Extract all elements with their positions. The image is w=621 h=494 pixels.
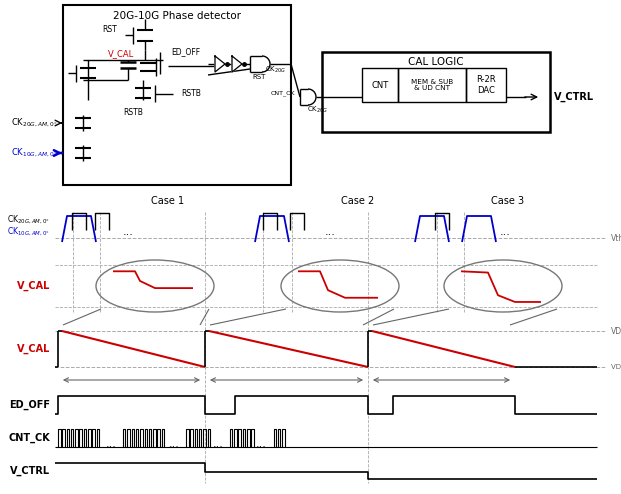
Text: V_CAL: V_CAL — [17, 344, 50, 354]
Text: CK$_{20G,AM,0°}$: CK$_{20G,AM,0°}$ — [7, 214, 50, 226]
Bar — [398, 68, 466, 102]
Bar — [466, 68, 506, 102]
Text: ...: ... — [212, 439, 223, 449]
Text: Vthn: Vthn — [611, 234, 621, 243]
Text: ...: ... — [122, 227, 134, 237]
Polygon shape — [232, 56, 242, 72]
Text: ...: ... — [499, 227, 510, 237]
Text: CK$_{20G}$: CK$_{20G}$ — [307, 105, 329, 115]
Text: VDD - Vthp: VDD - Vthp — [611, 364, 621, 370]
Bar — [362, 68, 398, 102]
Text: CK$_{20G}$: CK$_{20G}$ — [265, 65, 287, 75]
Polygon shape — [215, 56, 225, 72]
Text: R-2R
DAC: R-2R DAC — [476, 75, 496, 95]
Text: RSTB: RSTB — [181, 89, 201, 98]
Text: ...: ... — [325, 227, 335, 237]
Text: ED_OFF: ED_OFF — [171, 47, 200, 56]
Text: CNT: CNT — [371, 81, 389, 89]
Text: V_CAL: V_CAL — [108, 49, 134, 58]
Text: V_CTRL: V_CTRL — [554, 92, 594, 102]
Text: V_CAL: V_CAL — [17, 281, 50, 291]
Bar — [63, 5, 291, 185]
Text: 20G-10G Phase detector: 20G-10G Phase detector — [113, 11, 241, 21]
Text: ED_OFF: ED_OFF — [9, 400, 50, 410]
Text: Case 2: Case 2 — [342, 196, 374, 206]
Text: CK$_{20G,AM,0°}$: CK$_{20G,AM,0°}$ — [11, 117, 58, 129]
Text: CK$_{10G,AM,0°}$: CK$_{10G,AM,0°}$ — [11, 147, 58, 159]
Text: ...: ... — [168, 439, 179, 449]
Text: RSTB: RSTB — [123, 108, 143, 117]
Text: ...: ... — [256, 439, 267, 449]
Text: RST: RST — [102, 26, 117, 35]
Text: CK$_{10G,AM,0°}$: CK$_{10G,AM,0°}$ — [7, 226, 50, 238]
Text: ...: ... — [106, 439, 116, 449]
Text: MEM & SUB
& UD CNT: MEM & SUB & UD CNT — [411, 79, 453, 91]
Text: CNT_CK: CNT_CK — [270, 90, 295, 96]
Text: VDD: VDD — [611, 327, 621, 335]
Text: CAL LOGIC: CAL LOGIC — [408, 57, 464, 67]
Text: CNT_CK: CNT_CK — [8, 433, 50, 443]
Text: V_CTRL: V_CTRL — [10, 466, 50, 476]
Text: Case 1: Case 1 — [152, 196, 184, 206]
Bar — [322, 52, 550, 132]
Text: Case 3: Case 3 — [491, 196, 525, 206]
Text: RST: RST — [252, 74, 265, 80]
